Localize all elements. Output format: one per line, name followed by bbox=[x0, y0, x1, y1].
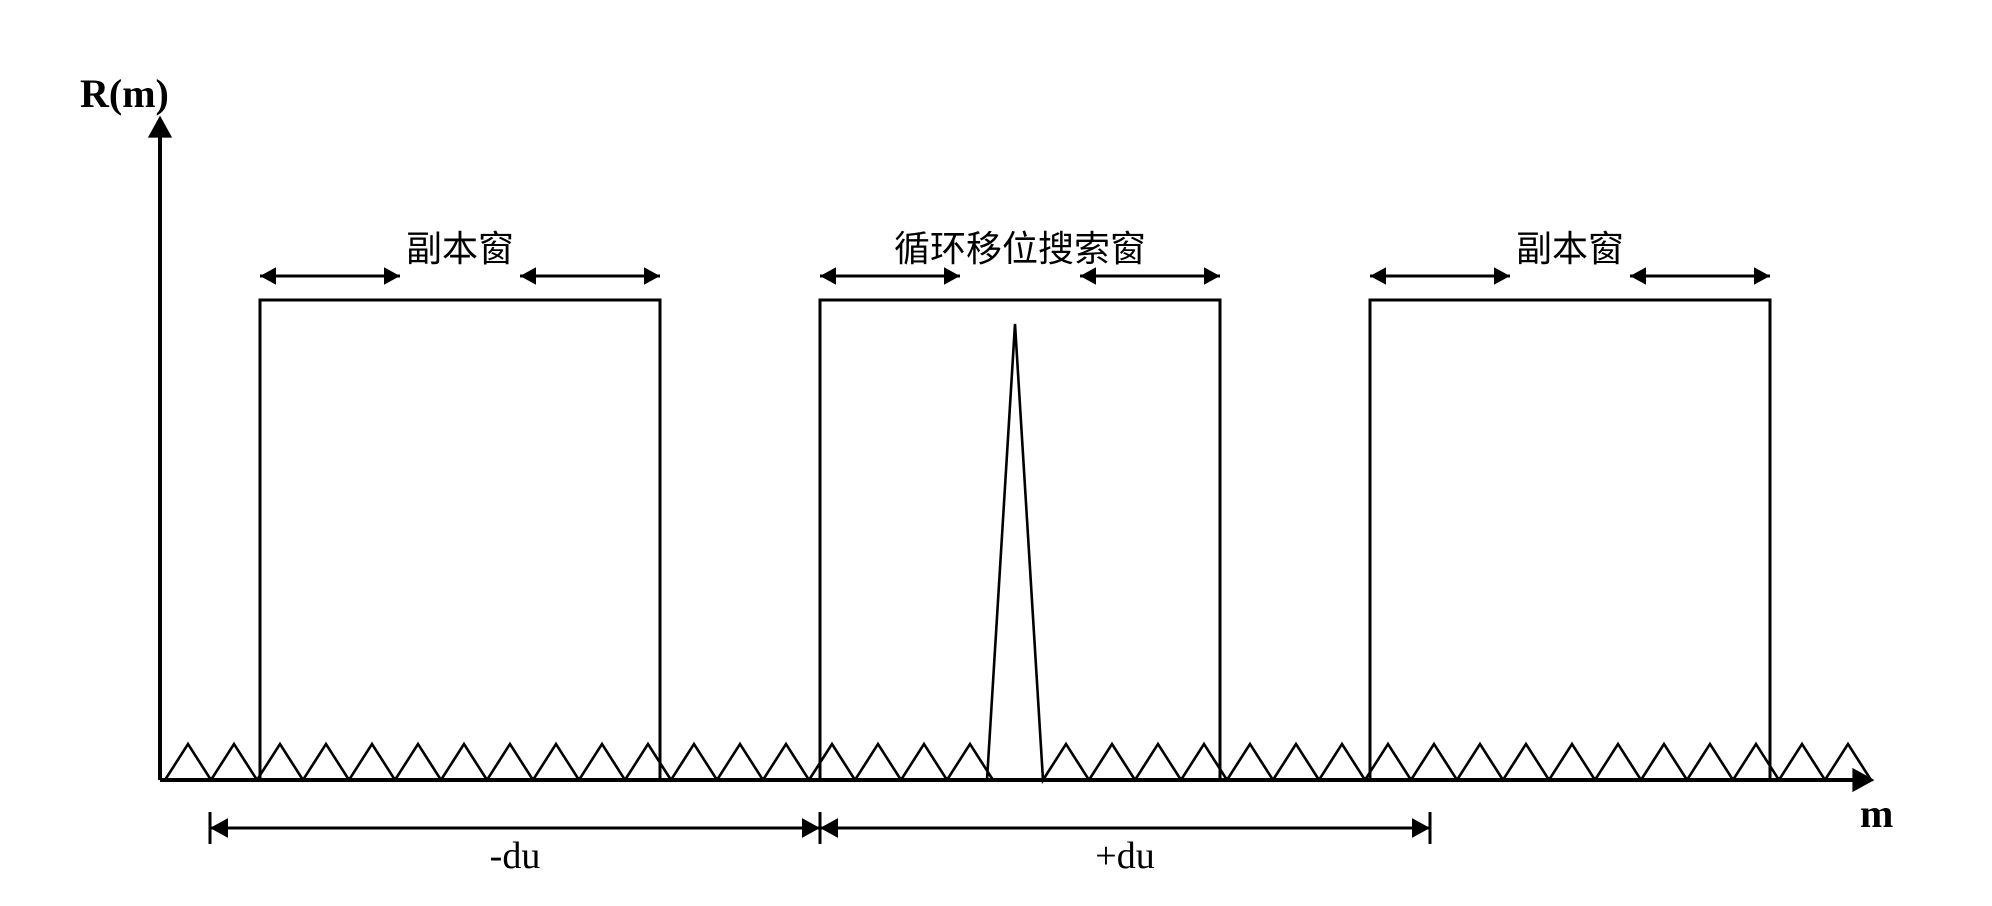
window-label-2: 副本窗 bbox=[1516, 220, 1624, 272]
window-rect-0 bbox=[260, 300, 660, 780]
window-rect-1 bbox=[820, 300, 1220, 780]
diagram-svg bbox=[0, 0, 1992, 906]
window-label-0: 副本窗 bbox=[406, 220, 514, 272]
correlation-waveform bbox=[165, 324, 1871, 780]
x-axis-label: m bbox=[1860, 790, 1893, 837]
x-axis-arrow bbox=[1852, 768, 1874, 792]
window-rect-2 bbox=[1370, 300, 1770, 780]
offset-label-pos: +du bbox=[1095, 834, 1154, 878]
diagram-canvas: R(m) m 副本窗 循环移位搜索窗 副本窗 -du +du bbox=[0, 0, 1992, 906]
y-axis-label: R(m) bbox=[80, 70, 169, 117]
y-axis-arrow bbox=[148, 116, 172, 138]
window-label-1: 循环移位搜索窗 bbox=[894, 220, 1146, 272]
offset-label-neg: -du bbox=[490, 834, 541, 878]
